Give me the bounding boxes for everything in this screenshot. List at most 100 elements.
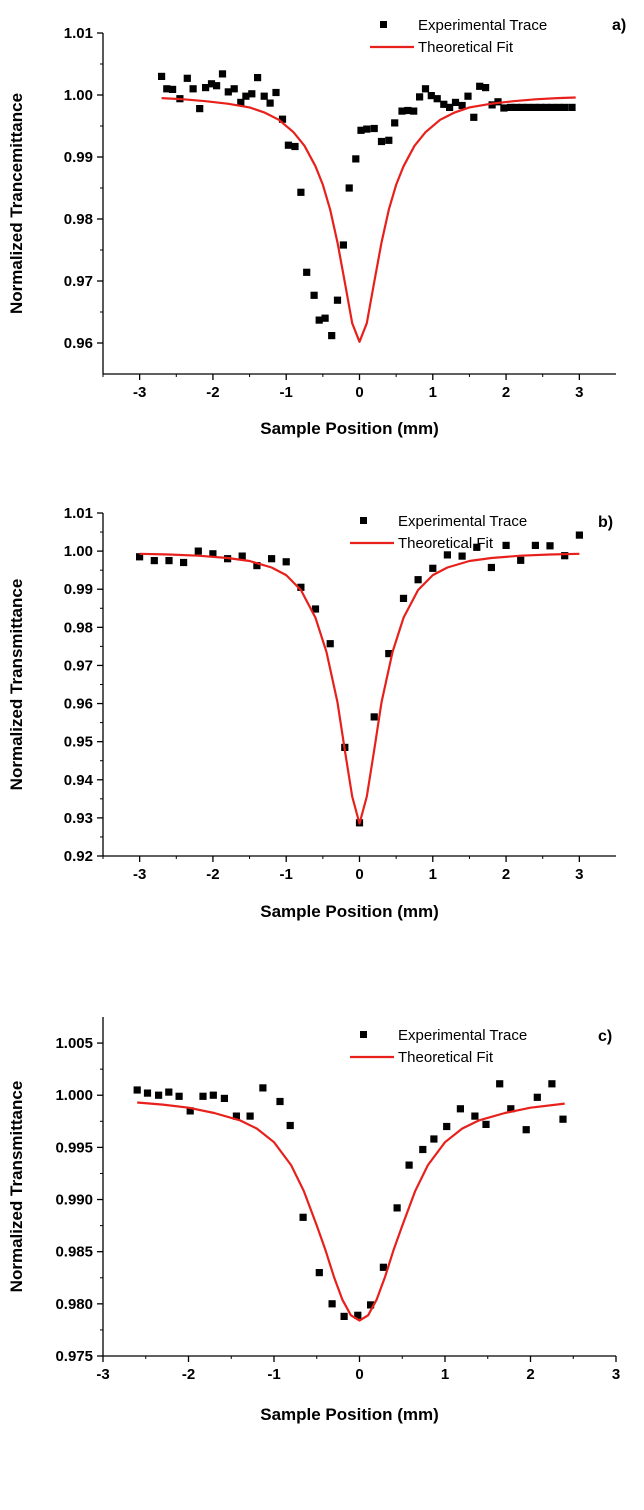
fit-line bbox=[162, 98, 576, 342]
data-point bbox=[276, 1098, 283, 1105]
data-point bbox=[422, 85, 429, 92]
data-point bbox=[328, 332, 335, 339]
data-point bbox=[303, 269, 310, 276]
y-tick-label: 1.01 bbox=[64, 25, 93, 42]
data-point bbox=[334, 297, 341, 304]
y-tick-label: 1.005 bbox=[55, 1035, 93, 1052]
data-point bbox=[341, 1313, 348, 1320]
y-tick-label: 0.975 bbox=[55, 1348, 93, 1365]
data-point bbox=[195, 548, 202, 555]
y-tick-label: 0.93 bbox=[64, 810, 93, 827]
data-point bbox=[297, 189, 304, 196]
x-tick-label: 1 bbox=[429, 384, 437, 401]
legend-label-fit: Theoretical Fit bbox=[398, 1049, 494, 1066]
data-point bbox=[248, 90, 255, 97]
data-point bbox=[400, 595, 407, 602]
data-point bbox=[155, 1092, 162, 1099]
data-point bbox=[247, 1113, 254, 1120]
data-point bbox=[346, 184, 353, 191]
data-point bbox=[219, 70, 226, 77]
x-tick-label: -3 bbox=[96, 1366, 109, 1383]
y-tick-label: 0.94 bbox=[64, 772, 94, 789]
x-tick-label: -3 bbox=[133, 866, 146, 883]
data-point bbox=[534, 1094, 541, 1101]
data-point bbox=[525, 104, 532, 111]
data-point bbox=[291, 143, 298, 150]
data-point bbox=[199, 1093, 206, 1100]
x-tick-label: 1 bbox=[441, 1366, 449, 1383]
data-point bbox=[165, 1089, 172, 1096]
data-point bbox=[517, 557, 524, 564]
data-point bbox=[385, 137, 392, 144]
data-point bbox=[532, 542, 539, 549]
data-point bbox=[434, 95, 441, 102]
data-point bbox=[378, 138, 385, 145]
data-point bbox=[144, 1090, 151, 1097]
y-tick-label: 0.99 bbox=[64, 149, 93, 166]
data-point bbox=[568, 104, 575, 111]
panel-b: -3 -2 -1 0 1 2 3 0.92 0.93 0.94 0.95 0.96 0.97 0.98 0.… bbox=[7, 505, 616, 921]
data-point bbox=[500, 104, 507, 111]
data-point bbox=[503, 542, 510, 549]
data-point bbox=[464, 93, 471, 100]
data-point bbox=[169, 86, 176, 93]
data-point bbox=[300, 1214, 307, 1221]
data-point bbox=[268, 555, 275, 562]
data-point bbox=[406, 1162, 413, 1169]
x-tick-label: -1 bbox=[267, 1366, 280, 1383]
x-axis-title: Sample Position (mm) bbox=[260, 419, 439, 438]
data-point bbox=[391, 119, 398, 126]
data-point bbox=[488, 564, 495, 571]
data-point bbox=[482, 84, 489, 91]
data-point bbox=[416, 93, 423, 100]
data-point bbox=[254, 74, 261, 81]
x-tick-label: -2 bbox=[206, 866, 219, 883]
fit-line bbox=[137, 1103, 565, 1321]
data-point bbox=[549, 104, 556, 111]
legend-marker-experimental bbox=[380, 21, 387, 28]
x-tick-label: -1 bbox=[280, 384, 293, 401]
data-point bbox=[457, 1105, 464, 1112]
y-tick-label: 0.95 bbox=[64, 734, 93, 751]
x-tick-label: 3 bbox=[575, 866, 583, 883]
y-tick-label: 0.96 bbox=[64, 696, 93, 713]
data-point bbox=[322, 315, 329, 322]
panel-a: -3 -2 -1 0 1 2 3 0.96 0.97 0.98 0.99 1.00 1.01 Sample… bbox=[7, 17, 626, 438]
data-point bbox=[371, 713, 378, 720]
x-tick-label: 3 bbox=[612, 1366, 620, 1383]
data-point bbox=[184, 75, 191, 82]
data-point bbox=[180, 559, 187, 566]
y-tick-label: 0.995 bbox=[55, 1139, 93, 1156]
y-tick-label: 0.990 bbox=[55, 1192, 93, 1209]
y-axis-title: Normalized Transmittance bbox=[7, 579, 26, 791]
data-point bbox=[176, 1093, 183, 1100]
x-tick-label: -1 bbox=[280, 866, 293, 883]
data-point bbox=[380, 1264, 387, 1271]
x-tick-label: 1 bbox=[429, 866, 437, 883]
data-point bbox=[267, 100, 274, 107]
data-point bbox=[443, 1123, 450, 1130]
panel-c: -3 -2 -1 0 1 2 3 0.975 0.980 0.985 0.990 0.995 1.000… bbox=[7, 1017, 620, 1424]
data-point bbox=[285, 142, 292, 149]
legend-label-experimental: Experimental Trace bbox=[398, 513, 527, 530]
x-axis-title: Sample Position (mm) bbox=[260, 1405, 439, 1424]
data-point bbox=[311, 292, 318, 299]
y-tick-label: 0.99 bbox=[64, 581, 93, 598]
data-point bbox=[482, 1121, 489, 1128]
data-point bbox=[548, 1080, 555, 1087]
y-tick-label: 0.985 bbox=[55, 1244, 93, 1261]
data-point bbox=[394, 1204, 401, 1211]
data-point bbox=[213, 82, 220, 89]
data-point bbox=[261, 93, 268, 100]
data-point bbox=[316, 1269, 323, 1276]
panel-label: b) bbox=[598, 514, 613, 531]
legend-marker-experimental bbox=[360, 517, 367, 524]
x-tick-label: 0 bbox=[355, 1366, 363, 1383]
data-point bbox=[165, 557, 172, 564]
x-tick-label: -2 bbox=[206, 384, 219, 401]
data-point bbox=[210, 1092, 217, 1099]
x-tick-label: 2 bbox=[502, 384, 510, 401]
legend-label-fit: Theoretical Fit bbox=[418, 39, 514, 56]
y-tick-label: 0.98 bbox=[64, 211, 93, 228]
x-tick-label: 3 bbox=[575, 384, 583, 401]
